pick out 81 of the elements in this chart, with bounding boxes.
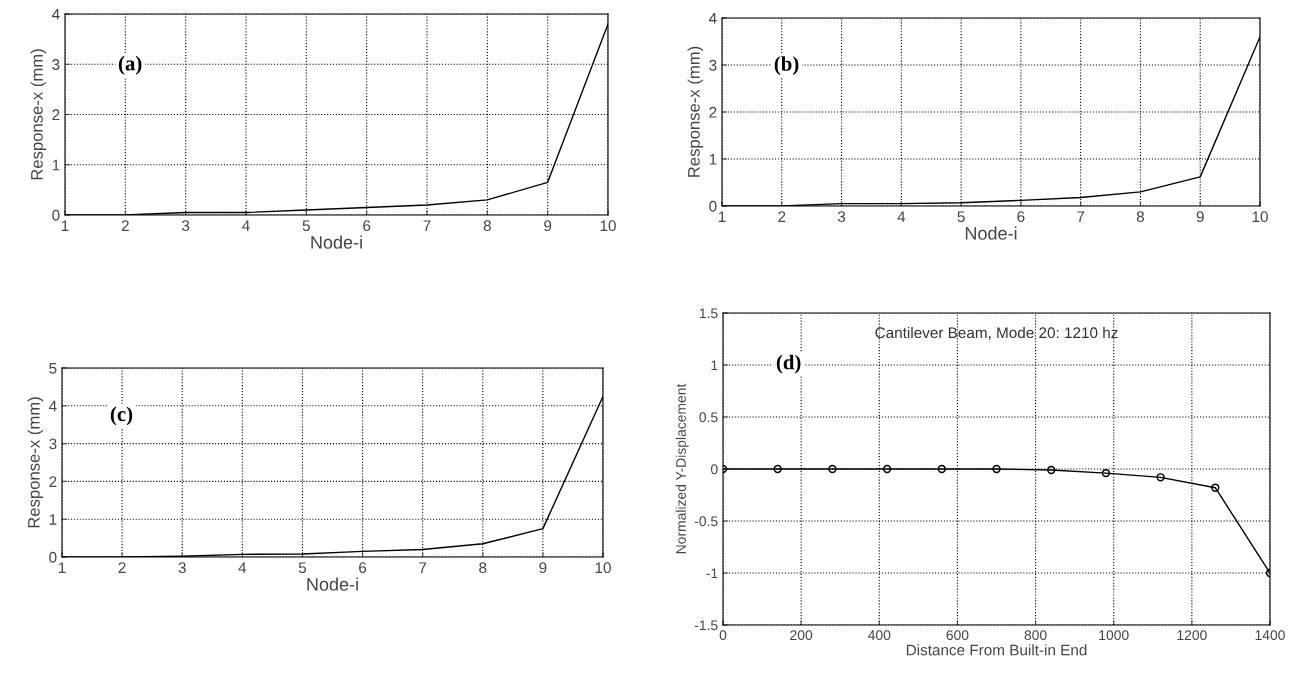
y-axis-title: Response-x (mm) xyxy=(30,49,47,180)
y-tick-label: 0.5 xyxy=(699,412,718,423)
x-tick-label: 9 xyxy=(1196,211,1204,223)
y-tick-label: 0 xyxy=(710,464,718,475)
x-axis-title: Node-i xyxy=(307,577,358,591)
x-tick-label: 2 xyxy=(121,220,129,231)
y-tick-label: 1 xyxy=(711,360,718,371)
x-tick-label: 10 xyxy=(1252,211,1268,223)
y-tick-label: 1 xyxy=(49,514,57,525)
y-tick-label: 4 xyxy=(48,400,57,412)
x-tick-label: 1 xyxy=(718,211,726,222)
point xyxy=(937,464,946,474)
y-tick-label: 3 xyxy=(49,438,57,450)
point xyxy=(882,464,892,474)
annotation: (b) xyxy=(774,56,799,76)
text: Cantilever Beam, Mode 20: 1210 hz xyxy=(875,326,1118,340)
x-axis-title: Node-i xyxy=(311,235,362,249)
x-tick-label: 800 xyxy=(1024,630,1047,641)
x-tick-label: 9 xyxy=(544,220,552,232)
x-tick-label: 1 xyxy=(61,220,69,231)
y-tick-label: -0.5 xyxy=(694,516,718,527)
x-tick-label: 4 xyxy=(897,211,906,222)
x-tick-label: 6 xyxy=(359,562,367,574)
annotation: (c) xyxy=(110,406,133,426)
x-tick-label: 10 xyxy=(600,220,616,232)
x-axis-title: Node-i xyxy=(965,226,1017,240)
x-tick-label: 2 xyxy=(118,562,126,573)
y-tick-label: -1.5 xyxy=(694,620,718,631)
x-tick-label: 4 xyxy=(238,562,247,573)
x-tick-label: 3 xyxy=(837,211,846,223)
x-tick-label: 3 xyxy=(182,220,190,232)
y-tick-label: 2 xyxy=(709,106,717,118)
x-axis-title: Distance From Built-in End xyxy=(906,644,1087,656)
x-tick-label: 3 xyxy=(178,562,186,574)
annotation: (a) xyxy=(118,55,142,75)
x-tick-label: 5 xyxy=(298,562,307,574)
x-tick-label: 8 xyxy=(1136,211,1145,223)
y-tick-label: 5 xyxy=(49,363,57,374)
y-axis-title: Response-x (mm) xyxy=(27,397,44,528)
x-tick-label: 10 xyxy=(595,562,611,574)
y-axis-title: Normalized Y-Displacement xyxy=(675,383,689,554)
x-tick-label: 7 xyxy=(1077,211,1085,222)
point xyxy=(1101,468,1111,478)
point xyxy=(828,464,837,474)
y-tick-label: 3 xyxy=(52,59,60,70)
x-tick-label: 7 xyxy=(423,220,431,231)
x-tick-label: 400 xyxy=(868,630,891,641)
y-tick-label: 0 xyxy=(709,200,717,212)
y-tick-label: 1 xyxy=(52,159,60,171)
x-tick-label: 6 xyxy=(1017,211,1025,223)
y-tick-label: 3 xyxy=(709,59,717,71)
x-tick-label: 8 xyxy=(479,562,487,574)
x-tick-label: 200 xyxy=(790,630,813,641)
y-tick-label: -1 xyxy=(706,568,718,579)
y-axis-title: Response-x (mm) xyxy=(687,46,704,177)
x-tick-label: 0 xyxy=(719,630,727,641)
x-tick-label: 8 xyxy=(483,220,491,232)
y-tick-label: 4 xyxy=(708,13,717,24)
annotation: (d) xyxy=(776,354,801,374)
x-tick-label: 1000 xyxy=(1099,630,1129,641)
x-tick-label: 1400 xyxy=(1255,630,1285,641)
x-tick-label: 5 xyxy=(957,211,965,223)
x-tick-label: 7 xyxy=(419,562,427,573)
y-tick-label: 4 xyxy=(51,9,60,20)
x-tick-label: 1200 xyxy=(1177,630,1207,641)
point xyxy=(773,464,782,474)
x-tick-label: 600 xyxy=(946,630,969,641)
point xyxy=(1047,465,1056,475)
y-tick-label: 0 xyxy=(49,551,57,563)
x-tick-label: 9 xyxy=(539,562,547,574)
x-tick-label: 5 xyxy=(302,220,310,232)
point xyxy=(1156,473,1165,482)
x-tick-label: 6 xyxy=(363,220,371,232)
y-tick-label: 1 xyxy=(709,154,717,165)
point xyxy=(992,464,1001,474)
y-tick-label: 1.5 xyxy=(699,308,718,319)
y-tick-label: 2 xyxy=(52,109,60,121)
point xyxy=(1211,483,1220,492)
x-tick-label: 2 xyxy=(778,211,786,222)
y-tick-label: 2 xyxy=(49,476,57,487)
x-tick-label: 4 xyxy=(242,220,250,231)
